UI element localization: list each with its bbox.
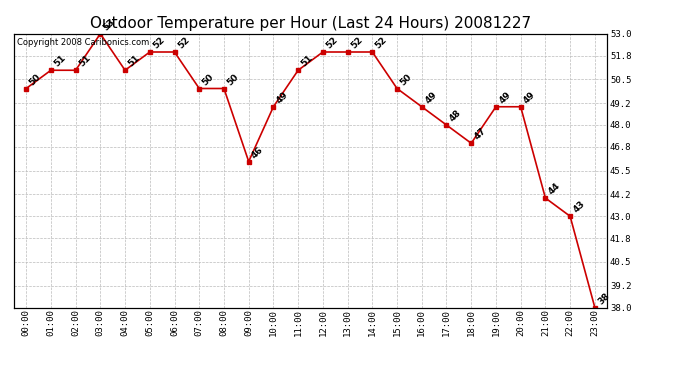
Text: 51: 51 [299, 54, 315, 69]
Text: 49: 49 [522, 90, 538, 105]
Text: 53: 53 [101, 17, 117, 32]
Text: 50: 50 [226, 72, 241, 87]
Text: 52: 52 [349, 35, 364, 51]
Text: 46: 46 [250, 145, 266, 160]
Text: 52: 52 [176, 35, 191, 51]
Text: 47: 47 [473, 126, 488, 142]
Text: 52: 52 [374, 35, 389, 51]
Text: 52: 52 [324, 35, 339, 51]
Text: 44: 44 [546, 181, 562, 196]
Text: 50: 50 [28, 72, 43, 87]
Text: 49: 49 [275, 90, 290, 105]
Text: 43: 43 [571, 200, 586, 215]
Text: 49: 49 [497, 90, 513, 105]
Title: Outdoor Temperature per Hour (Last 24 Hours) 20081227: Outdoor Temperature per Hour (Last 24 Ho… [90, 16, 531, 31]
Text: 48: 48 [448, 108, 463, 124]
Text: 51: 51 [77, 54, 92, 69]
Text: Copyright 2008 Caribonics.com: Copyright 2008 Caribonics.com [17, 38, 149, 47]
Text: 49: 49 [423, 90, 439, 105]
Text: 38: 38 [596, 291, 611, 306]
Text: 51: 51 [126, 54, 141, 69]
Text: 50: 50 [201, 72, 216, 87]
Text: 50: 50 [398, 72, 413, 87]
Text: 52: 52 [151, 35, 166, 51]
Text: 51: 51 [52, 54, 68, 69]
